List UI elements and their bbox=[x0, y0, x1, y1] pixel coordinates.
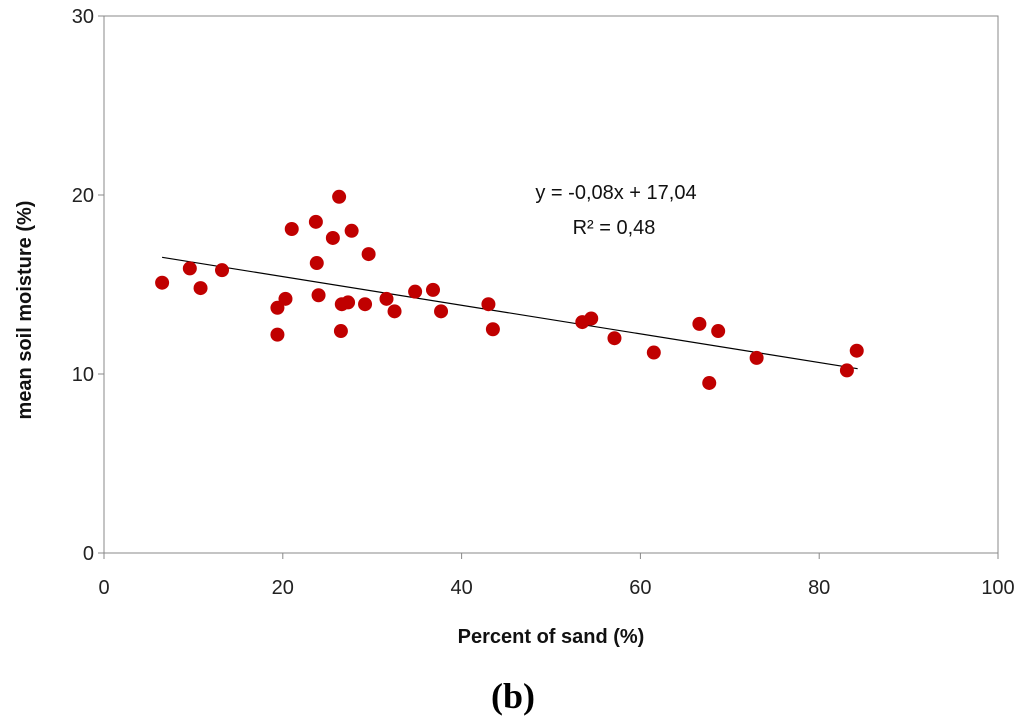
r-squared-label: R² = 0,48 bbox=[573, 217, 656, 239]
data-point bbox=[270, 300, 285, 315]
x-tick-label: 0 bbox=[98, 577, 109, 599]
y-tick-label: 10 bbox=[72, 364, 94, 386]
x-axis-title: Percent of sand (%) bbox=[458, 626, 645, 648]
y-tick-label: 30 bbox=[72, 6, 94, 28]
data-point bbox=[692, 316, 707, 331]
data-point bbox=[839, 363, 854, 378]
data-point bbox=[278, 291, 293, 306]
data-point bbox=[584, 311, 599, 326]
data-point bbox=[341, 295, 356, 310]
data-point bbox=[702, 375, 717, 390]
trendline-equation: y = -0,08x + 17,04 bbox=[535, 182, 696, 204]
data-point bbox=[284, 222, 299, 237]
y-tick-label: 20 bbox=[72, 185, 94, 207]
data-point bbox=[711, 324, 726, 339]
data-point bbox=[332, 189, 347, 204]
x-tick-label: 40 bbox=[450, 577, 472, 599]
data-point bbox=[155, 275, 170, 290]
data-point bbox=[193, 281, 208, 296]
data-point bbox=[379, 291, 394, 306]
plot-area bbox=[103, 15, 999, 554]
data-point bbox=[344, 223, 359, 238]
data-point bbox=[270, 327, 285, 342]
data-point bbox=[408, 284, 423, 299]
data-point bbox=[215, 263, 230, 278]
data-point bbox=[434, 304, 449, 319]
data-point bbox=[361, 247, 376, 262]
data-point bbox=[358, 297, 373, 312]
data-point bbox=[481, 297, 496, 312]
y-axis-title: mean soil moisture (%) bbox=[14, 201, 36, 420]
data-point bbox=[182, 261, 197, 276]
data-point bbox=[387, 304, 402, 319]
data-point bbox=[311, 288, 326, 303]
y-axis-ticks: 0 10 20 30 bbox=[72, 6, 104, 565]
x-tick-label: 100 bbox=[981, 577, 1014, 599]
data-point bbox=[749, 350, 764, 365]
data-point bbox=[325, 230, 340, 245]
data-point bbox=[646, 345, 661, 360]
data-point bbox=[308, 214, 323, 229]
data-point bbox=[309, 256, 324, 271]
data-point bbox=[425, 282, 440, 297]
data-point bbox=[333, 324, 348, 339]
data-point bbox=[485, 322, 500, 337]
y-tick-label: 0 bbox=[83, 543, 94, 565]
data-point bbox=[849, 343, 864, 358]
trendline bbox=[162, 256, 858, 370]
x-axis-ticks: 0 20 40 60 80 100 bbox=[98, 553, 1015, 599]
panel-label: (b) bbox=[491, 676, 535, 716]
x-tick-label: 80 bbox=[808, 577, 830, 599]
x-tick-label: 20 bbox=[272, 577, 294, 599]
data-point bbox=[607, 331, 622, 346]
x-tick-label: 60 bbox=[629, 577, 651, 599]
data-points bbox=[155, 189, 864, 390]
